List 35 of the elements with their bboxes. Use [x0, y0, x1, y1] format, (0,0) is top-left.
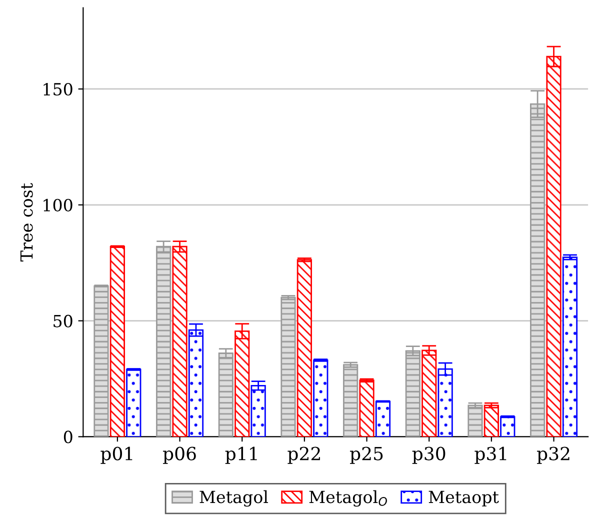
x-tick-label: p30 [412, 446, 446, 464]
x-tick-label: p01 [100, 446, 132, 464]
bar [250, 385, 266, 437]
y-tick-label: 100 [44, 198, 72, 212]
bar [405, 350, 420, 437]
y-tick-label: 150 [44, 82, 72, 96]
bar [126, 368, 142, 437]
y-tick-label: 50 [54, 314, 72, 328]
y-axis-title: Tree cost [20, 183, 33, 262]
bar [375, 400, 391, 437]
bar [359, 380, 374, 437]
bar [484, 404, 499, 437]
x-tick-label: p06 [163, 446, 196, 464]
bar [94, 285, 109, 437]
legend-label: Metagol$_{O}$ [309, 490, 387, 507]
bar [218, 352, 234, 437]
bar [172, 246, 188, 437]
y-tick-label: 0 [64, 430, 72, 444]
bar [110, 246, 125, 437]
bar [296, 259, 312, 437]
legend-label: Metagol [200, 490, 268, 507]
x-tick-label: p11 [225, 446, 257, 464]
bar [313, 360, 328, 437]
bar [468, 404, 483, 437]
legend-label: Metaopt [428, 490, 499, 506]
x-tick-label: p22 [288, 446, 320, 464]
bar [422, 350, 437, 437]
x-tick-label: p31 [474, 446, 506, 464]
bar [156, 246, 172, 437]
bar [343, 364, 358, 437]
x-tick-label: p32 [537, 446, 570, 464]
bar [562, 256, 578, 437]
bar [280, 296, 296, 437]
x-tick-label: p25 [350, 446, 383, 464]
bar [500, 416, 516, 437]
